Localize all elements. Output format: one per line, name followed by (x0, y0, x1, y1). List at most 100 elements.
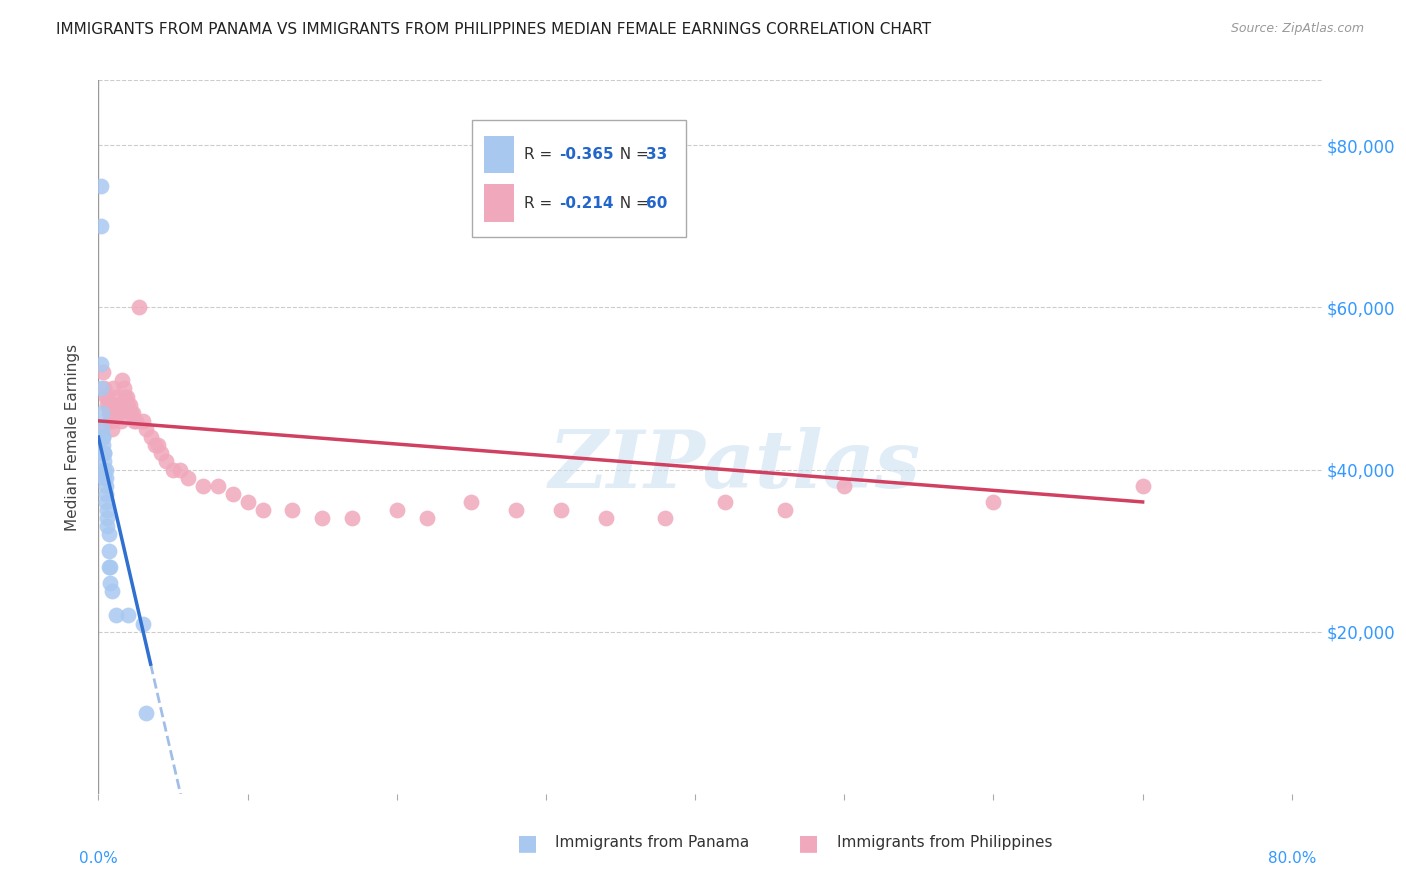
Text: R =: R = (524, 195, 557, 211)
Text: Immigrants from Philippines: Immigrants from Philippines (837, 836, 1052, 850)
Point (101, 584, 124, 599)
Point (714, 495, 737, 509)
Point (132, 414, 155, 428)
Point (120, 406, 142, 420)
Point (104, 398, 127, 412)
Point (132, 616, 155, 631)
Point (94, 495, 117, 509)
Point (103, 390, 125, 404)
Point (121, 406, 143, 420)
Point (139, 430, 162, 444)
Point (93, 462, 115, 476)
Point (110, 414, 132, 428)
Point (385, 503, 408, 517)
Point (93, 470, 115, 484)
Point (98, 414, 121, 428)
Point (93, 454, 115, 468)
Point (101, 422, 124, 436)
Point (122, 414, 145, 428)
Point (94, 470, 117, 484)
Point (98, 559, 121, 574)
Point (460, 495, 482, 509)
Point (118, 398, 141, 412)
Text: Immigrants from Panama: Immigrants from Panama (555, 836, 749, 850)
Y-axis label: Median Female Earnings: Median Female Earnings (65, 343, 80, 531)
Text: Source: ZipAtlas.com: Source: ZipAtlas.com (1230, 22, 1364, 36)
Point (111, 373, 134, 387)
Point (93, 446, 115, 460)
Text: 60: 60 (647, 195, 668, 211)
Point (91, 430, 114, 444)
Point (177, 470, 200, 484)
Point (155, 454, 177, 468)
Point (236, 495, 259, 509)
Point (128, 301, 150, 315)
Point (114, 390, 136, 404)
Point (125, 414, 148, 428)
Point (94, 462, 117, 476)
Point (112, 381, 135, 395)
Point (93, 446, 115, 460)
Point (90, 422, 112, 436)
Point (97, 543, 120, 558)
Point (96, 503, 118, 517)
Point (96, 398, 118, 412)
Point (550, 503, 572, 517)
Point (117, 398, 139, 412)
Point (143, 438, 166, 452)
Point (96, 519, 118, 533)
Point (97, 406, 120, 420)
Point (150, 446, 173, 460)
Point (105, 608, 128, 623)
Point (415, 511, 437, 525)
FancyBboxPatch shape (471, 120, 686, 237)
Point (94, 390, 117, 404)
Point (117, 608, 139, 623)
Point (135, 706, 157, 720)
Point (90, 178, 112, 193)
Text: 80.0%: 80.0% (1268, 851, 1316, 865)
Text: 33: 33 (647, 147, 668, 162)
Point (107, 406, 129, 420)
Point (91, 422, 114, 436)
Text: N =: N = (610, 147, 654, 162)
Point (654, 511, 676, 525)
Point (98, 576, 121, 591)
Point (98, 406, 121, 420)
FancyBboxPatch shape (484, 185, 515, 221)
Text: ZIPatlas: ZIPatlas (548, 427, 921, 504)
Point (162, 462, 184, 476)
Point (340, 511, 363, 525)
Text: ■: ■ (799, 833, 818, 853)
Point (103, 381, 125, 395)
Point (91, 446, 114, 460)
Point (90, 219, 112, 234)
Text: R =: R = (524, 147, 557, 162)
Point (108, 406, 131, 420)
Point (96, 511, 118, 525)
Point (983, 495, 1005, 509)
Point (90, 357, 112, 371)
Point (90, 406, 112, 420)
Point (191, 479, 214, 493)
Point (93, 381, 115, 395)
Point (832, 479, 855, 493)
FancyBboxPatch shape (484, 136, 515, 173)
Point (773, 503, 796, 517)
Point (135, 422, 157, 436)
Point (115, 390, 138, 404)
Point (91, 365, 114, 379)
Point (311, 511, 333, 525)
Point (281, 503, 304, 517)
Text: 0.0%: 0.0% (79, 851, 118, 865)
Point (96, 390, 118, 404)
Point (91, 438, 114, 452)
Point (94, 487, 117, 501)
Text: -0.365: -0.365 (560, 147, 614, 162)
Text: N =: N = (610, 195, 654, 211)
Point (101, 414, 124, 428)
Point (90, 381, 112, 395)
Point (97, 398, 120, 412)
Point (91, 430, 114, 444)
Text: -0.214: -0.214 (560, 195, 614, 211)
